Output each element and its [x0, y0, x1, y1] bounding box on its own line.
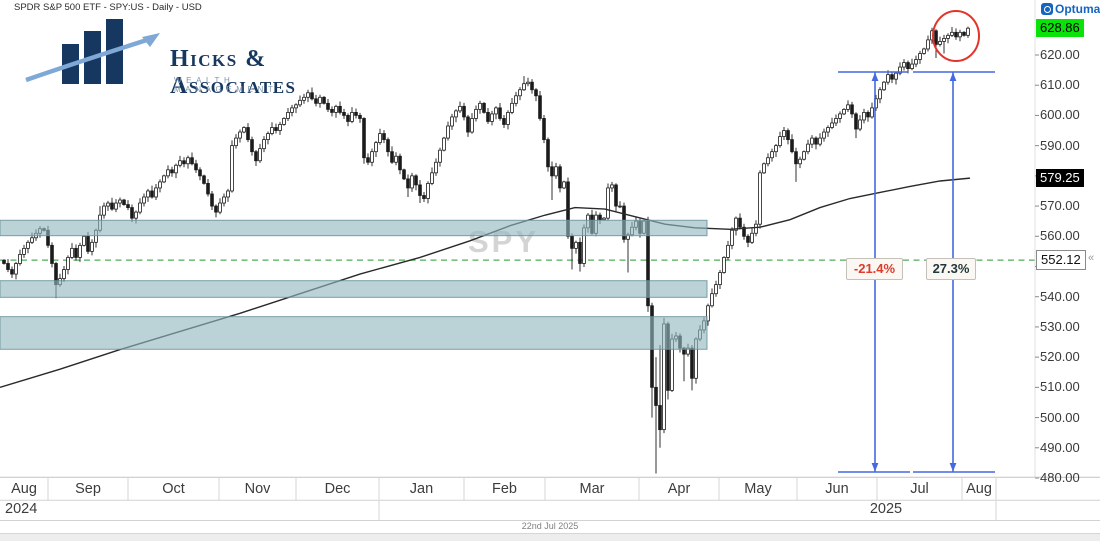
price-axis-label[interactable]: 590.00	[1040, 137, 1080, 153]
support-zone-2[interactable]	[0, 280, 708, 298]
price-level-badge[interactable]: 552.12	[1036, 250, 1086, 271]
year-label-2025: 2025	[869, 501, 903, 517]
month-label-oct: Oct	[162, 481, 185, 497]
price-axis-label[interactable]: 520.00	[1040, 349, 1080, 365]
support-zone-3[interactable]	[0, 316, 708, 350]
month-label-apr: Apr	[667, 481, 691, 497]
month-label-nov: Nov	[244, 481, 271, 497]
support-zone-1[interactable]	[0, 219, 708, 237]
price-axis-label[interactable]: 490.00	[1040, 439, 1080, 455]
optuma-logo-icon	[1041, 3, 1053, 15]
chart-title: SPDR S&P 500 ETF - SPY:US - Daily - USD	[14, 2, 202, 13]
month-label-feb: Feb	[492, 481, 517, 497]
price-axis-label[interactable]: 610.00	[1040, 77, 1080, 93]
optuma-logo: Optuma ™	[1041, 2, 1100, 16]
price-axis-label[interactable]: 510.00	[1040, 379, 1080, 395]
month-label-mar: Mar	[579, 481, 605, 497]
measure-label-drop[interactable]: -21.4%	[846, 258, 903, 280]
month-label-aug: Aug	[966, 481, 992, 497]
ma-value-badge: 579.25	[1036, 169, 1084, 188]
last-price-badge: 628.86	[1036, 19, 1084, 38]
month-label-jan: Jan	[409, 481, 434, 497]
highlight-circle-annotation[interactable]	[932, 10, 980, 62]
candles-series	[2, 26, 970, 474]
month-label-jul: Jul	[910, 481, 929, 497]
month-label-sep: Sep	[75, 481, 101, 497]
axis-collapse-arrow-icon[interactable]: «	[1088, 252, 1095, 264]
logo-tagline: WEALTH MANAGEMENT	[174, 76, 278, 94]
price-axis-label[interactable]: 620.00	[1040, 47, 1080, 62]
price-axis-label[interactable]: 500.00	[1040, 409, 1080, 425]
month-label-aug: Aug	[11, 481, 37, 497]
optuma-logo-text: Optuma	[1055, 2, 1100, 16]
price-axis-label[interactable]: 570.00	[1040, 198, 1080, 214]
price-axis-label[interactable]: 480.00	[1040, 469, 1080, 485]
moving-average-line	[0, 177, 971, 389]
logo-company-name: Hicks & Associates	[170, 46, 297, 99]
price-axis-label[interactable]: 540.00	[1040, 288, 1080, 304]
measure-label-rise[interactable]: 27.3%	[926, 258, 976, 280]
month-label-jun: Jun	[825, 481, 849, 497]
month-label-may: May	[744, 481, 772, 497]
year-label-2024: 2024	[5, 501, 38, 517]
bottom-scrollbar-strip[interactable]	[0, 533, 1100, 541]
hicks-associates-logo: Hicks & Associates WEALTH MANAGEMENT	[8, 16, 308, 99]
price-axis-label[interactable]: 560.00	[1040, 228, 1080, 244]
month-label-dec: Dec	[324, 481, 351, 497]
price-axis-label[interactable]: 600.00	[1040, 107, 1080, 123]
hicks-logo-mark	[25, 19, 160, 84]
price-axis-label[interactable]: 530.00	[1040, 318, 1080, 334]
footer-date: 22nd Jul 2025	[521, 521, 579, 531]
